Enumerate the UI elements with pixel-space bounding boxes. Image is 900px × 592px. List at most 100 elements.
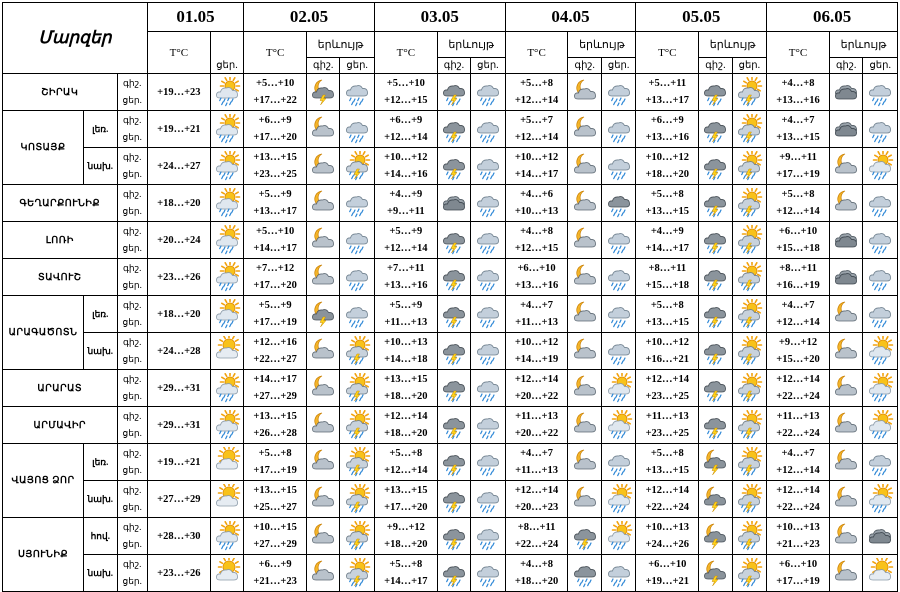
subregion-name: նախ. [83,147,118,185]
night-temperature: +5…+9 [258,300,292,311]
day-subheader: ցեր. [339,57,375,74]
night-weather-icon [306,184,341,222]
time-of-day-labels: գիշ. ցեր. [116,406,148,444]
night-temperature: +12…+14 [776,374,820,385]
precip-header: երևույթ [567,31,637,58]
night-temperature: +5…+10 [255,226,295,237]
temperature-range: +12…+14 +20…+22 [504,369,569,407]
day-temperature: +15…+18 [776,243,820,254]
time-of-day-labels: գիշ. ցեր. [116,369,148,407]
night-weather-icon [567,332,602,370]
night-temperature: +11…+13 [776,411,820,422]
day-weather-icon [470,369,506,407]
subregion-name: հով. [83,517,118,555]
night-weather-icon [698,406,733,444]
day1-temperature: +20…+24 [146,221,211,259]
day-weather-icon [600,554,637,592]
day-label: ցեր. [122,502,142,512]
night-weather-icon [828,221,864,259]
temperature-range: +5…+10 +12…+15 [373,73,438,111]
night-label: գիշ. [123,300,142,310]
night-temperature: +11…+13 [645,411,689,422]
temperature-range: +4…+7 +13…+15 [766,110,830,148]
night-subheader: գիշ. [567,57,602,74]
night-label: գիշ. [123,522,142,532]
day-temperature: +12…+14 [384,132,428,143]
night-temperature: +5…+7 [520,115,554,126]
night-temperature: +13…+15 [384,374,428,385]
night-temperature: +12…+14 [384,411,428,422]
day-weather-icon [600,332,637,370]
day-weather-icon [731,554,768,592]
weather-icon [209,73,245,111]
night-weather-icon [828,406,864,444]
night-weather-icon [306,480,341,518]
table-row: ԼՈՌԻ գիշ. ցեր. +20…+24 +5…+10 +14…+17 +5…+9 +12… [2,221,898,259]
day-weather-icon [339,73,375,111]
forecast-body: ՇԻՐԱԿ գիշ. ցեր. +19…+23 +5…+10 +17…+22 +5…+10 +… [1,73,898,592]
temp-header: T°C [766,31,830,74]
temperature-range: +5…+8 +12…+14 [504,73,569,111]
temperature-range: +5…+9 +12…+14 [373,221,438,259]
night-weather-icon [436,221,472,259]
night-weather-icon [698,443,733,481]
night-weather-icon [306,295,341,333]
day-temperature: +13…+15 [645,465,690,476]
time-of-day-labels: գիշ. ցեր. [116,443,148,481]
day-temperature: +12…+14 [384,243,428,254]
day-weather-icon [600,406,637,444]
night-weather-icon [698,110,733,148]
region-name: ԳԵՂԱՐՔՈՒՆԻՔ [2,184,118,222]
day-temperature: +14…+19 [514,354,559,365]
night-weather-icon [567,73,602,111]
night-weather-icon [567,147,602,185]
day-weather-icon [470,258,506,296]
temperature-range: +12…+14 +22…+24 [766,369,830,407]
temperature-range: +4…+7 +12…+14 [766,443,830,481]
night-weather-icon [698,554,733,592]
night-weather-icon [306,258,341,296]
day-temperature: +22…+24 [645,502,690,513]
temperature-range: +13…+15 +18…+20 [373,369,438,407]
day-temperature: +27…+29 [253,391,297,402]
temperature-range: +12…+14 +22…+24 [635,480,700,518]
night-temperature: +10…+12 [645,337,690,348]
night-weather-icon [828,369,864,407]
day1-temperature: +29…+31 [146,406,211,444]
night-temperature: +13…+15 [253,411,297,422]
weather-icon [209,258,245,296]
night-temperature: +5…+10 [255,78,295,89]
night-weather-icon [436,369,472,407]
temperature-range: +4…+6 +10…+13 [504,184,569,222]
subregion-name: նախ. [83,332,118,370]
day-temperature: +26…+28 [253,428,297,439]
day-temperature: +14…+16 [384,169,428,180]
table-row: ՇԻՐԱԿ գիշ. ցեր. +19…+23 +5…+10 +17…+22 +5…+10 +… [2,73,898,111]
day-temperature: +25…+27 [253,502,297,513]
temperature-range: +10…+13 +21…+23 [766,517,830,555]
night-subheader: գիշ. [698,57,733,74]
day-weather-icon [600,110,637,148]
night-temperature: +10…+13 [645,522,690,533]
day-weather-icon [600,184,637,222]
night-temperature: +5…+8 [389,559,423,570]
night-label: գիշ. [123,226,142,236]
day-weather-icon [862,295,898,333]
temperature-range: +5…+8 +13…+15 [635,295,700,333]
day-temperature: +14…+17 [253,243,297,254]
subregion-name: լեռ. [83,110,118,148]
table-row: նախ. գիշ. ցեր. +24…+28 +12…+16 +22…+27 +10…+13… [3,332,898,370]
temperature-range: +13…+15 +23…+25 [243,147,308,185]
night-weather-icon [828,147,864,185]
day-temperature: +13…+15 [776,132,820,143]
day-weather-icon [600,147,637,185]
time-of-day-labels: գիշ. ցեր. [116,184,148,222]
night-temperature: +5…+11 [648,78,687,89]
night-temperature: +9…+11 [779,152,817,163]
temperature-range: +12…+14 +23…+25 [635,369,700,407]
day-weather-icon [470,554,506,592]
day-label: ցեր. [122,539,142,549]
table-row: նախ. գիշ. ցեր. +24…+27 +13…+15 +23…+25 +10…+12… [3,147,898,185]
date-header: 02.05 [243,2,375,32]
night-temperature: +4…+7 [520,448,554,459]
